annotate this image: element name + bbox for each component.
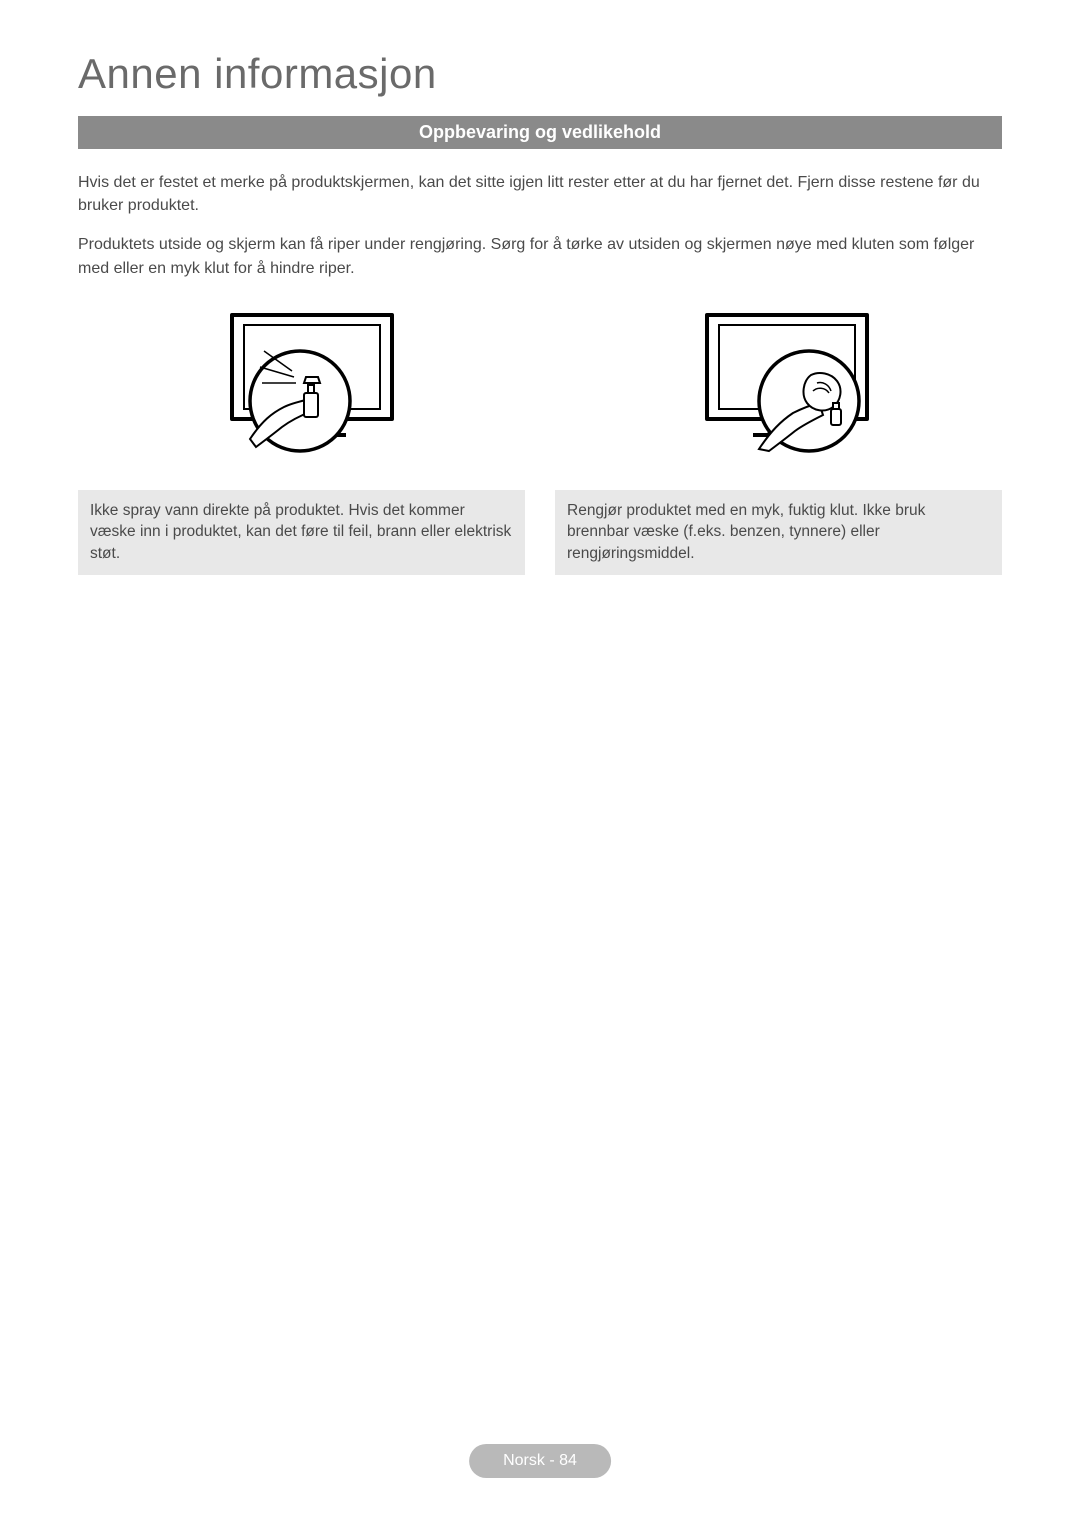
column-left: Ikke spray vann direkte på produktet. Hv… [78,296,525,575]
intro-paragraph-2: Produktets utside og skjerm kan få riper… [78,233,1002,279]
page-title: Annen informasjon [78,50,1002,98]
column-right: Rengjør produktet med en myk, fuktig klu… [555,296,1002,575]
caption-right: Rengjør produktet med en myk, fuktig klu… [555,490,1002,575]
page-number-pill: Norsk - 84 [469,1444,611,1478]
cloth-icon [669,301,889,471]
spray-warning-illustration [78,296,525,476]
illustration-row: Ikke spray vann direkte på produktet. Hv… [78,296,1002,575]
cloth-cleaning-illustration [555,296,1002,476]
spray-icon [192,301,412,471]
section-heading: Oppbevaring og vedlikehold [78,116,1002,149]
intro-paragraph-1: Hvis det er festet et merke på produktsk… [78,171,1002,217]
caption-left: Ikke spray vann direkte på produktet. Hv… [78,490,525,575]
